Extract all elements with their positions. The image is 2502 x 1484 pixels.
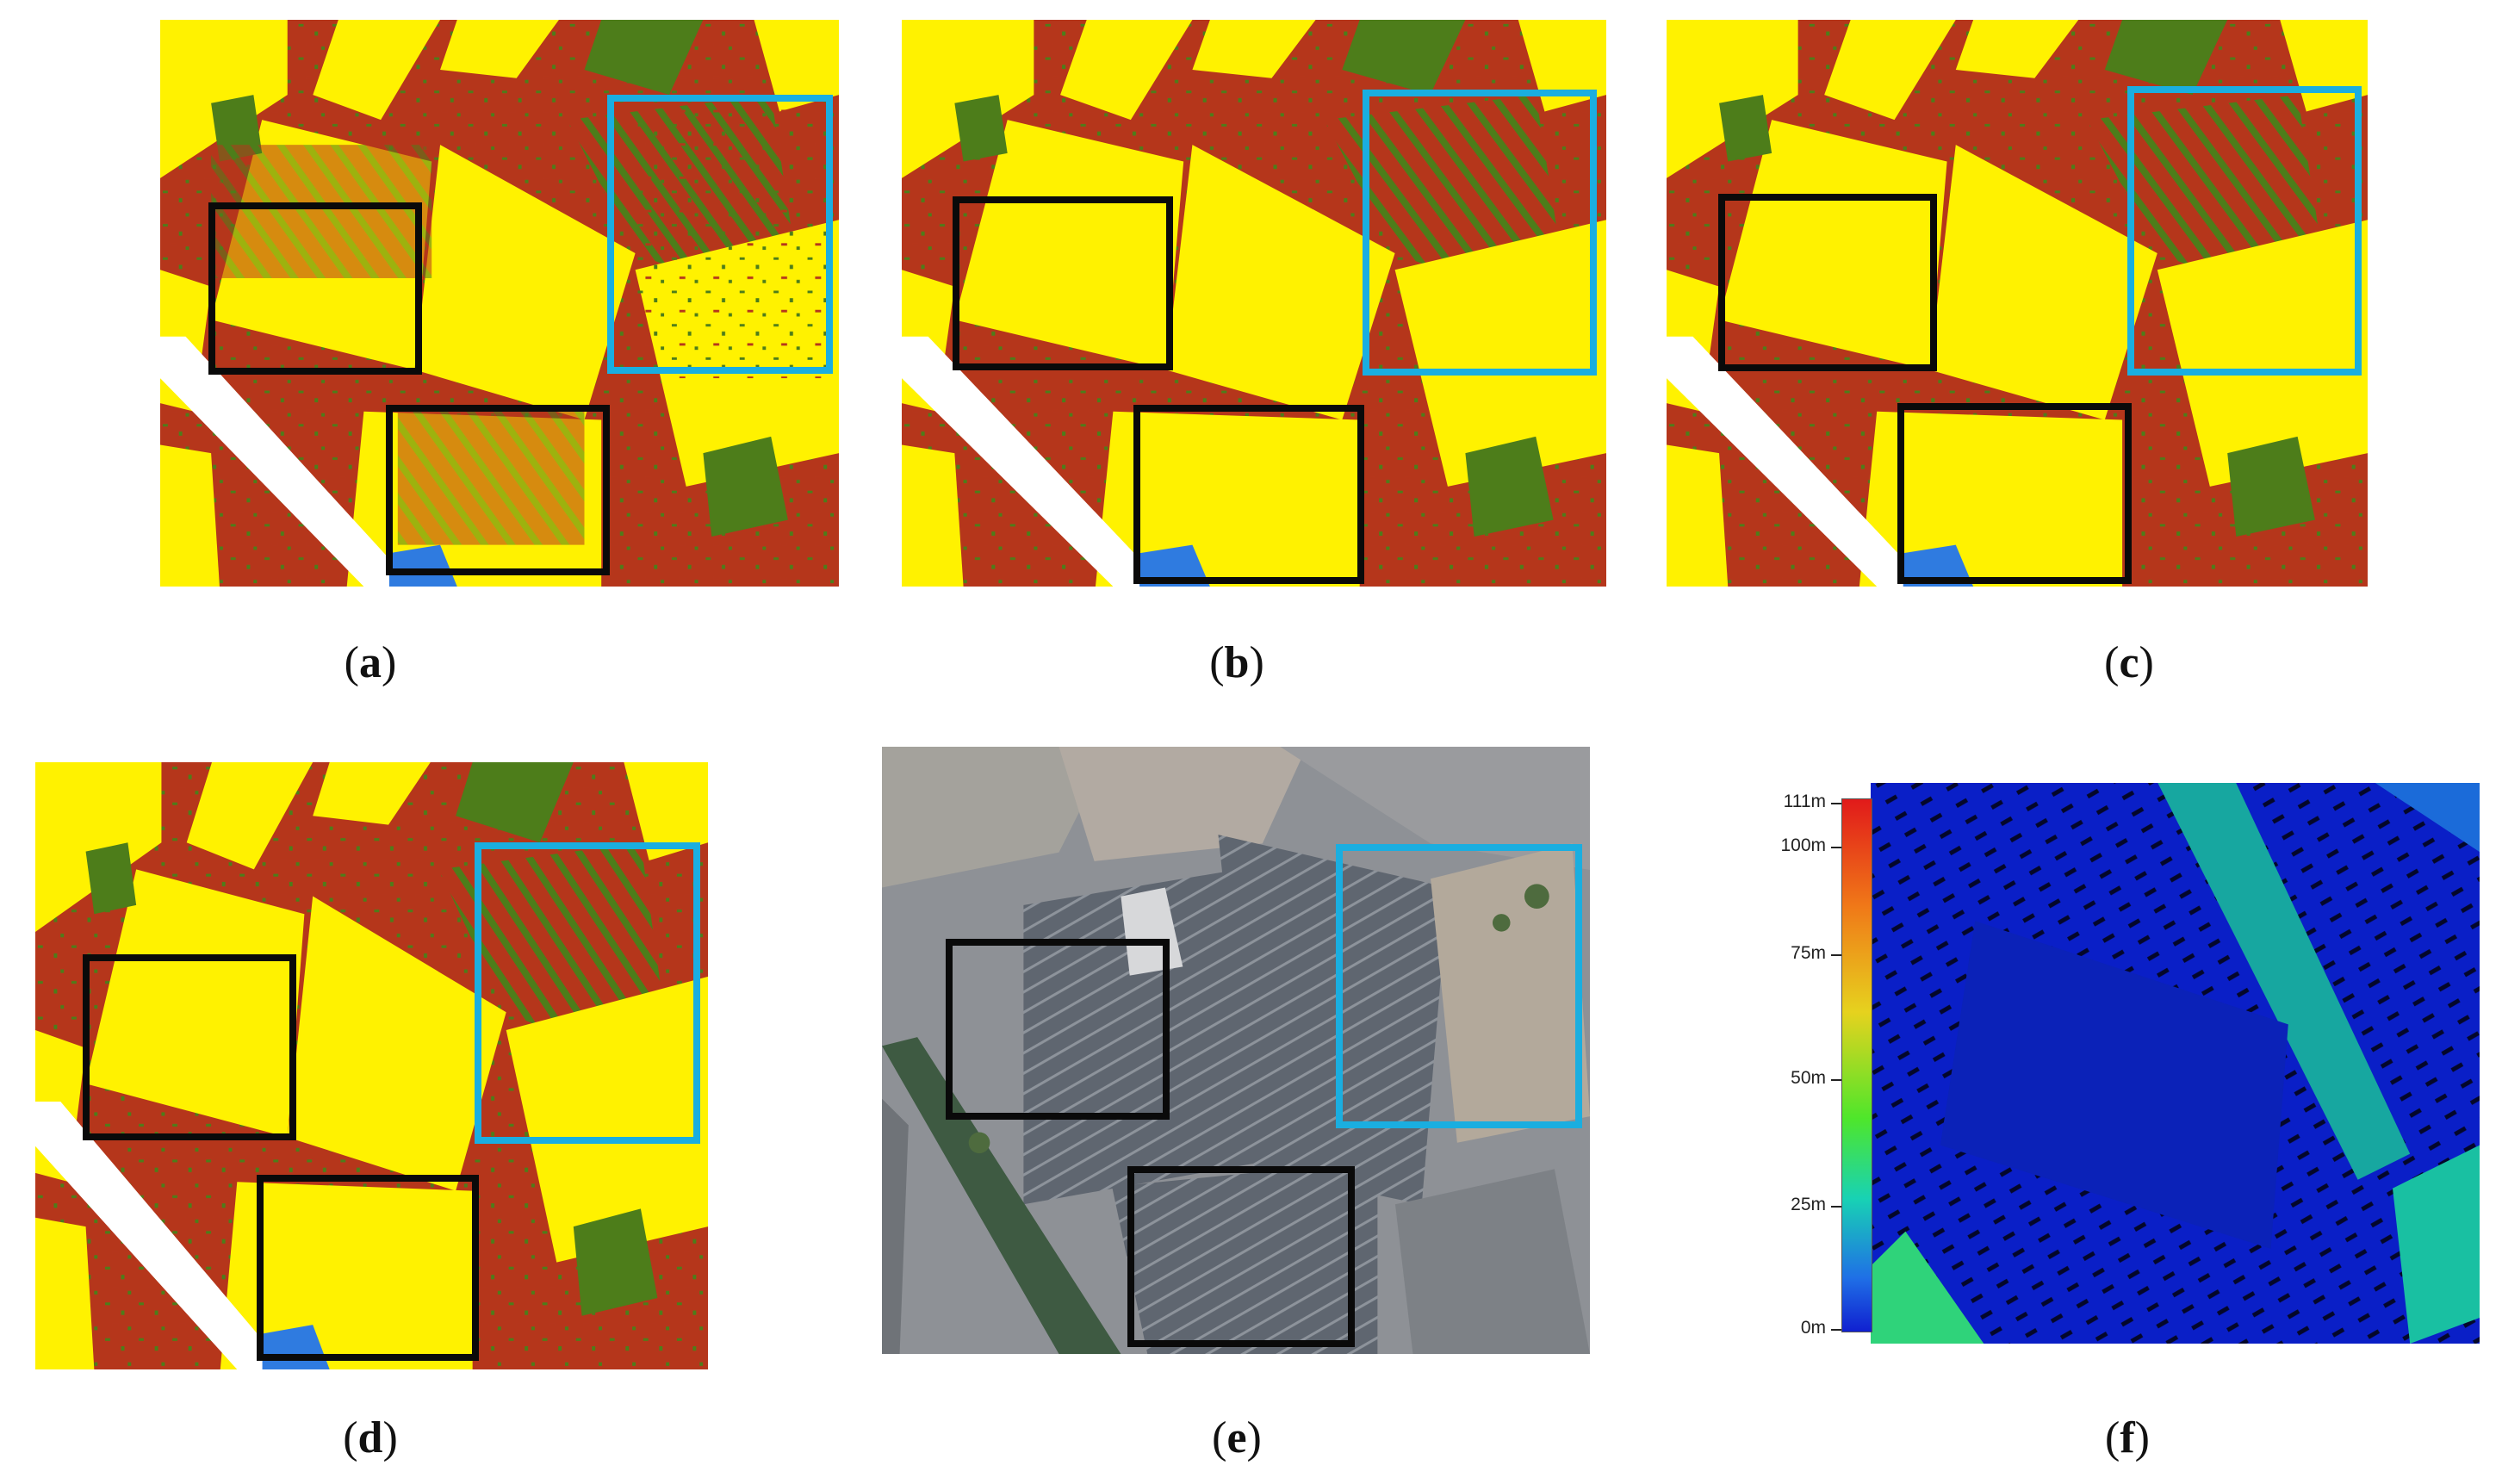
colorbar-tick-mark — [1831, 1206, 1841, 1208]
panel-d-highlight-box-lower — [257, 1175, 479, 1361]
colorbar-tick-mark — [1831, 1079, 1841, 1081]
colorbar-tick-label: 75m — [1757, 943, 1826, 964]
colorbar-tick-mark — [1831, 1329, 1841, 1331]
panel-a-highlight-box-cyan — [607, 95, 833, 374]
panel-f-height-map — [1871, 783, 2480, 1344]
colorbar-tick-label: 0m — [1757, 1318, 1826, 1338]
caption-a: (a) — [284, 637, 456, 688]
caption-d: (d) — [284, 1413, 456, 1463]
panel-a-highlight-box-lower — [386, 405, 610, 575]
caption-e: (e) — [1151, 1413, 1323, 1463]
panel-c-highlight-box-cyan — [2127, 86, 2362, 376]
panel-d-highlight-box-upper — [83, 954, 296, 1140]
colorbar-tick-label: 25m — [1757, 1195, 1826, 1215]
colorbar-tick-label: 50m — [1757, 1068, 1826, 1089]
panel-d-highlight-box-cyan — [475, 842, 700, 1144]
caption-c: (c) — [2043, 637, 2215, 688]
caption-f: (f) — [2041, 1413, 2213, 1463]
panel-a-highlight-box-upper — [208, 202, 422, 375]
panel-b-highlight-box-upper — [953, 196, 1173, 370]
panel-e-highlight-box-lower — [1127, 1166, 1355, 1347]
panel-c-highlight-box-upper — [1718, 194, 1937, 371]
caption-b: (b) — [1151, 637, 1323, 688]
panel-b-highlight-box-cyan — [1363, 90, 1597, 376]
colorbar-tick-mark — [1831, 803, 1841, 804]
height-colorbar — [1841, 798, 1872, 1332]
panel-c-highlight-box-lower — [1897, 403, 2132, 584]
colorbar-tick-label: 100m — [1757, 835, 1826, 856]
panel-b-highlight-box-lower — [1133, 405, 1364, 584]
panel-e-highlight-box-upper — [946, 939, 1170, 1120]
colorbar-tick-label: 111m — [1757, 792, 1826, 812]
colorbar-tick-mark — [1831, 847, 1841, 848]
panel-e-highlight-box-cyan — [1336, 844, 1582, 1128]
colorbar-tick-mark — [1831, 954, 1841, 956]
